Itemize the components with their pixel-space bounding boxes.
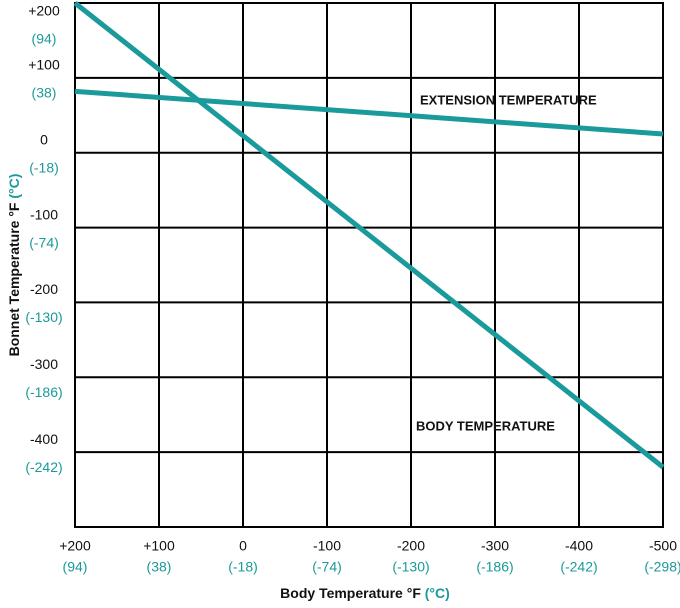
x-tick-label-c: (-298) (644, 559, 680, 575)
y-tick-label-c: (-74) (29, 234, 59, 250)
y-tick-label-c: (-186) (25, 384, 62, 400)
y-tick-label: +100 (28, 57, 60, 73)
y-tick-label-c: (38) (32, 85, 57, 101)
y-tick-label-c: (-130) (25, 309, 62, 325)
y-tick-label: -300 (30, 356, 58, 372)
y-tick-label: -200 (30, 281, 58, 297)
x-tick-label-c: (38) (147, 559, 172, 575)
x-tick-label: -400 (565, 538, 593, 554)
x-tick-label: 0 (239, 538, 247, 554)
y-tick-label-c: (-242) (25, 459, 62, 475)
y-tick-label: -100 (30, 206, 58, 222)
series-label: BODY TEMPERATURE (416, 418, 555, 433)
y-label-f: Bonnet Temperature °F (6, 202, 22, 356)
y-tick-label-c: (94) (32, 31, 57, 47)
x-label-f: Body Temperature °F (280, 585, 421, 601)
x-tick-label-c: (-186) (476, 559, 513, 575)
x-tick-label-c: (94) (63, 559, 88, 575)
y-tick-label-c: (-18) (29, 159, 59, 175)
x-tick-label: -100 (313, 538, 341, 554)
x-tick-label: +200 (59, 538, 91, 554)
x-tick-label: -200 (397, 538, 425, 554)
x-tick-label-c: (-18) (228, 559, 258, 575)
series-line (73, 1, 665, 470)
y-tick-label: -400 (30, 431, 58, 447)
series-label: EXTENSION TEMPERATURE (420, 92, 597, 107)
y-axis-label: Bonnet Temperature °F (°C) (6, 174, 22, 357)
x-tick-label-c: (-74) (312, 559, 342, 575)
series-line (74, 88, 664, 137)
y-tick-label: +200 (28, 3, 60, 19)
x-tick-label: -300 (481, 538, 509, 554)
x-tick-label: -500 (649, 538, 677, 554)
plot-frame (74, 2, 664, 528)
x-tick-label-c: (-130) (392, 559, 429, 575)
y-label-c: (°C) (6, 174, 22, 199)
x-tick-label-c: (-242) (560, 559, 597, 575)
y-tick-label: 0 (40, 131, 48, 147)
x-axis-label: Body Temperature °F (°C) (280, 585, 450, 601)
x-label-c: (°C) (425, 585, 450, 601)
x-tick-label: +100 (143, 538, 175, 554)
